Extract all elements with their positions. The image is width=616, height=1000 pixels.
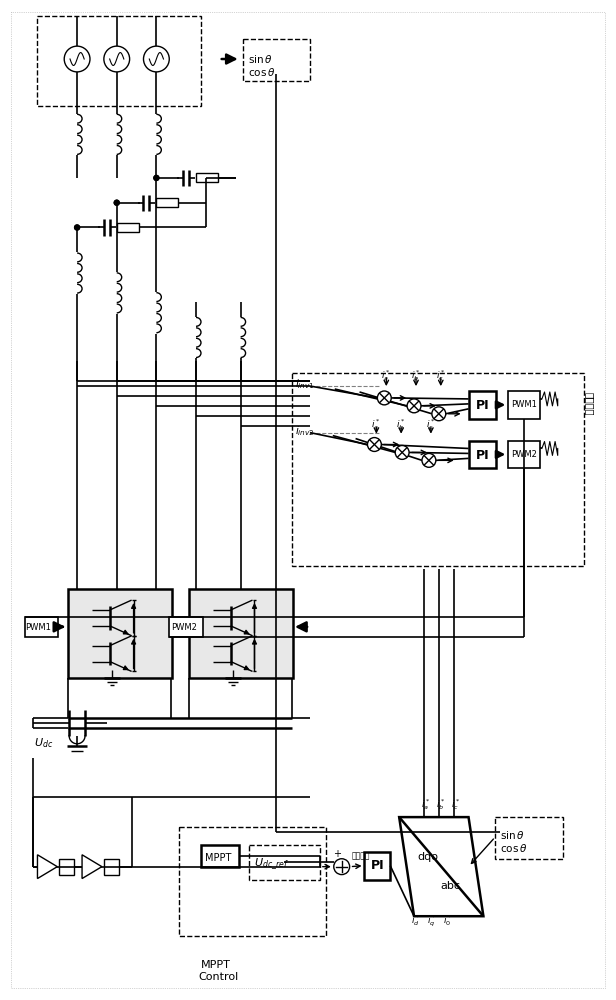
Text: $i_0^*$: $i_0^*$ bbox=[443, 913, 452, 928]
Text: $i_b^*$: $i_b^*$ bbox=[436, 797, 445, 812]
Text: $i_d^*$: $i_d^*$ bbox=[411, 913, 421, 928]
Text: $i_a^*$: $i_a^*$ bbox=[381, 368, 391, 383]
Bar bbox=[59, 859, 74, 875]
Text: $i_b^*$: $i_b^*$ bbox=[396, 417, 405, 432]
Text: $U_{dc\_ref}$: $U_{dc\_ref}$ bbox=[254, 857, 290, 872]
Text: $i_a^*$: $i_a^*$ bbox=[371, 417, 381, 432]
Text: PI: PI bbox=[476, 449, 489, 462]
Bar bbox=[292, 373, 585, 566]
Circle shape bbox=[334, 859, 350, 875]
Circle shape bbox=[75, 225, 79, 230]
Text: $i_q^*$: $i_q^*$ bbox=[427, 913, 436, 929]
Bar bbox=[156, 198, 178, 207]
Text: abc: abc bbox=[441, 881, 461, 891]
Text: PI: PI bbox=[476, 399, 489, 412]
Bar bbox=[495, 817, 562, 859]
Circle shape bbox=[114, 200, 120, 205]
Text: $i_c^*$: $i_c^*$ bbox=[436, 368, 445, 383]
Circle shape bbox=[114, 200, 120, 205]
Bar bbox=[169, 617, 203, 637]
Circle shape bbox=[104, 46, 129, 72]
Text: MPPT: MPPT bbox=[205, 853, 232, 863]
Bar bbox=[243, 39, 310, 81]
Text: PWM2: PWM2 bbox=[511, 450, 537, 459]
Circle shape bbox=[154, 175, 159, 180]
Polygon shape bbox=[399, 817, 484, 916]
Text: PWM1: PWM1 bbox=[26, 623, 52, 632]
Text: $i_{inv1}$: $i_{inv1}$ bbox=[295, 377, 315, 391]
Text: 电压外环: 电压外环 bbox=[352, 852, 370, 861]
Text: PWM1: PWM1 bbox=[511, 400, 537, 409]
Bar bbox=[508, 441, 540, 468]
Text: PI: PI bbox=[370, 859, 384, 872]
Circle shape bbox=[395, 445, 409, 459]
Circle shape bbox=[154, 175, 159, 180]
Text: $\sin\theta$: $\sin\theta$ bbox=[248, 53, 272, 65]
Text: $\cos\theta$: $\cos\theta$ bbox=[500, 842, 527, 854]
Bar bbox=[179, 827, 326, 936]
Circle shape bbox=[144, 46, 169, 72]
Circle shape bbox=[432, 407, 446, 421]
Polygon shape bbox=[82, 855, 102, 879]
Text: $U_{dc}$: $U_{dc}$ bbox=[34, 736, 54, 750]
Text: PWM2: PWM2 bbox=[171, 623, 197, 632]
Text: $i_a^*$: $i_a^*$ bbox=[421, 797, 431, 812]
Bar bbox=[469, 391, 496, 419]
Bar bbox=[188, 589, 293, 678]
Bar bbox=[201, 845, 238, 867]
Text: $i_{inv2}$: $i_{inv2}$ bbox=[295, 424, 315, 438]
Circle shape bbox=[368, 438, 381, 451]
Text: $i_b^*$: $i_b^*$ bbox=[411, 368, 421, 383]
Text: $i_c^*$: $i_c^*$ bbox=[426, 417, 436, 432]
Bar bbox=[117, 223, 139, 232]
Bar bbox=[469, 441, 496, 468]
Circle shape bbox=[75, 225, 79, 230]
Text: MPPT: MPPT bbox=[201, 960, 231, 970]
Text: dqo: dqo bbox=[417, 852, 438, 862]
Bar bbox=[38, 16, 201, 106]
Circle shape bbox=[64, 46, 90, 72]
Text: $+$: $+$ bbox=[333, 848, 342, 859]
Bar bbox=[104, 859, 119, 875]
Text: $i_c^*$: $i_c^*$ bbox=[451, 797, 460, 812]
Bar bbox=[68, 589, 172, 678]
Bar bbox=[25, 617, 59, 637]
Circle shape bbox=[378, 391, 391, 405]
Circle shape bbox=[407, 399, 421, 413]
Bar bbox=[248, 845, 320, 880]
Circle shape bbox=[422, 453, 436, 467]
Text: $\cos\theta$: $\cos\theta$ bbox=[248, 66, 275, 78]
Polygon shape bbox=[38, 855, 57, 879]
Bar bbox=[365, 852, 391, 880]
Text: 电流内环: 电流内环 bbox=[585, 392, 594, 416]
Text: $-$: $-$ bbox=[333, 862, 342, 872]
Text: $\sin\theta$: $\sin\theta$ bbox=[500, 829, 525, 841]
Bar bbox=[196, 173, 218, 182]
Bar bbox=[508, 391, 540, 419]
Text: Control: Control bbox=[198, 972, 238, 982]
